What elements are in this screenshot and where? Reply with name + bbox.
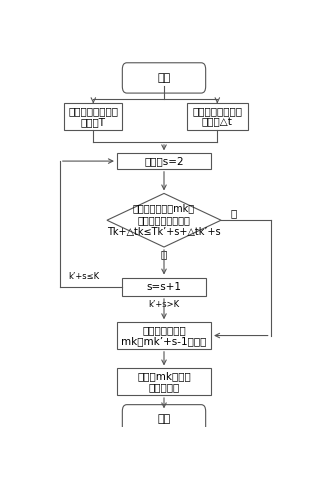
Text: 预测车辆在交叉口
的延误△t: 预测车辆在交叉口 的延误△t xyxy=(192,106,242,128)
FancyBboxPatch shape xyxy=(122,405,206,433)
Text: 否: 否 xyxy=(161,249,167,259)
Text: s=s+1: s=s+1 xyxy=(147,282,181,292)
Text: 判断待驶区车辆mk对
后面车辆的延误影响
Tk+△tk≤Tk’+s+△tk’+s: 判断待驶区车辆mk对 后面车辆的延误影响 Tk+△tk≤Tk’+s+△tk’+s xyxy=(107,204,221,237)
Text: 结束: 结束 xyxy=(157,414,171,424)
Text: 预测车辆到达交叉
口时间T: 预测车辆到达交叉 口时间T xyxy=(68,106,118,128)
Bar xyxy=(187,103,248,130)
Polygon shape xyxy=(107,193,221,247)
Text: 开始: 开始 xyxy=(157,73,171,83)
Bar xyxy=(117,322,211,349)
FancyBboxPatch shape xyxy=(122,63,206,93)
Text: k’+s≤K: k’+s≤K xyxy=(68,272,99,281)
Bar xyxy=(64,103,123,130)
Text: 确定待驶区车辆
mk在mk’+s-1后驶出: 确定待驶区车辆 mk在mk’+s-1后驶出 xyxy=(121,325,207,347)
Text: 向车辆mk和信号
灯发出指令: 向车辆mk和信号 灯发出指令 xyxy=(137,371,191,393)
Text: 初始化s=2: 初始化s=2 xyxy=(144,156,184,166)
Bar xyxy=(122,277,206,296)
Bar xyxy=(117,369,211,395)
Bar xyxy=(117,153,211,169)
Text: k’+s>K: k’+s>K xyxy=(148,300,180,309)
Text: 是: 是 xyxy=(230,208,236,218)
